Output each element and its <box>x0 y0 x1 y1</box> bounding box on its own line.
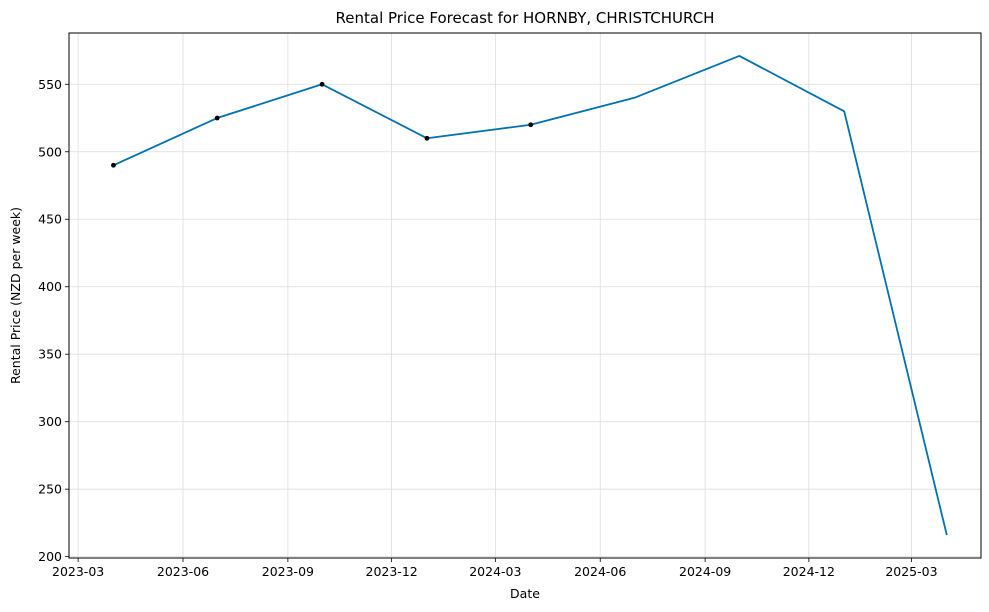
observed-point <box>214 115 220 121</box>
x-tick-label: 2024-03 <box>469 564 521 579</box>
data-layer <box>111 55 948 536</box>
y-tick-label: 200 <box>38 549 62 564</box>
y-axis-label: Rental Price (NZD per week) <box>8 207 23 384</box>
observed-point <box>111 162 116 168</box>
x-tick-label: 2025-03 <box>885 564 937 579</box>
x-tick-label: 2023-12 <box>366 564 418 579</box>
forecast-line <box>113 55 948 536</box>
grid-lines <box>69 33 981 558</box>
x-tick-label: 2024-06 <box>574 564 626 579</box>
x-tick-label: 2023-03 <box>52 564 104 579</box>
observed-point <box>424 135 430 141</box>
x-tick-label: 2024-12 <box>783 564 835 579</box>
y-tick-label: 550 <box>38 77 62 92</box>
y-tick-label: 350 <box>38 347 62 362</box>
plot-frame <box>68 32 982 559</box>
y-tick-label: 400 <box>38 279 62 294</box>
observed-point <box>528 122 534 128</box>
y-tick-label: 500 <box>38 144 62 159</box>
y-tick-label: 450 <box>38 212 62 227</box>
y-tick-label: 300 <box>38 414 62 429</box>
x-tick-label: 2023-09 <box>262 564 314 579</box>
y-tick-label: 250 <box>38 482 62 497</box>
observed-point <box>319 81 325 87</box>
x-tick-label: 2023-06 <box>157 564 209 579</box>
x-tick-label: 2024-09 <box>679 564 731 579</box>
axis-ticks: 2023-03 2023-06 2023-09 2023-12 2024-03 2024-… <box>38 77 937 579</box>
chart-title: Rental Price Forecast for HORNBY, CHRIST… <box>336 9 715 27</box>
x-axis-label: Date <box>510 586 540 601</box>
